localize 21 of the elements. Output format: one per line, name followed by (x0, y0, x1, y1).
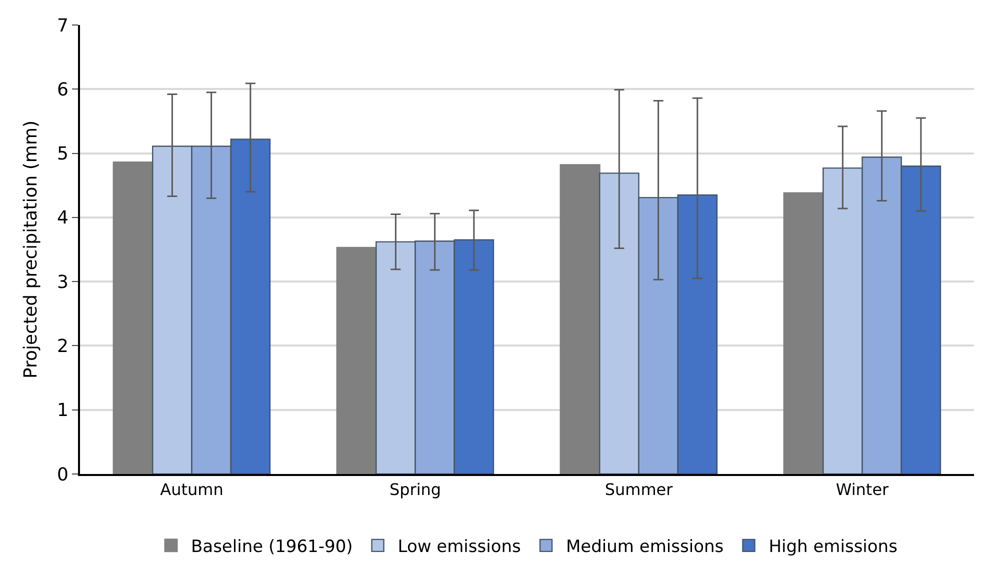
bar (783, 192, 824, 474)
y-tick-label: 3 (56, 272, 68, 293)
x-tick-label: Spring (389, 480, 442, 500)
legend-label: High emissions (768, 537, 898, 558)
legend-label: Baseline (1961-90) (191, 537, 353, 558)
bar (336, 246, 377, 474)
x-tick-label: Summer (604, 480, 674, 500)
y-tick-label: 6 (56, 79, 68, 100)
y-tick-label: 0 (56, 464, 68, 486)
legend-label: Medium emissions (566, 537, 724, 558)
y-axis-title: Projected precipitation (mm) (20, 120, 42, 379)
x-tick-label: Winter (836, 480, 890, 500)
y-tick-label: 7 (56, 15, 68, 36)
y-tick-label: 2 (56, 336, 68, 358)
legend-label: Low emissions (398, 537, 522, 558)
bar (560, 164, 600, 474)
x-tick-label: Autumn (160, 480, 224, 500)
y-tick-label: 4 (56, 208, 68, 229)
bar (112, 162, 154, 474)
y-tick-label: 5 (56, 144, 68, 165)
y-tick-label: 1 (56, 400, 68, 422)
